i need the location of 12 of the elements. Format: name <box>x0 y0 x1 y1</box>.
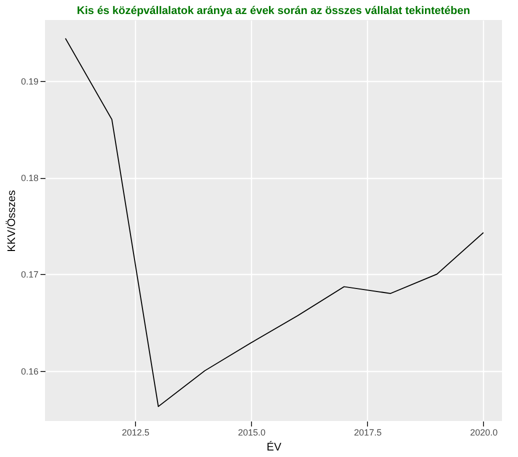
chart-title: Kis és középvállalatok aránya az évek során az összes vállalat tekintetében <box>76 5 470 17</box>
y-tick-label: 0.19 <box>20 76 38 86</box>
y-tick-label: 0.17 <box>20 270 38 280</box>
x-tick-label: 2015.0 <box>238 428 266 438</box>
x-axis-title: ÉV <box>266 440 282 454</box>
x-tick-label: 2017.5 <box>354 428 382 438</box>
y-tick-label: 0.18 <box>20 173 38 183</box>
x-tick-label: 2012.5 <box>122 428 150 438</box>
y-axis-title: KKV/Összes <box>4 190 18 252</box>
line-series <box>64 38 484 408</box>
x-tick-label: 2020.0 <box>470 428 498 438</box>
y-tick-label: 0.16 <box>20 366 38 376</box>
